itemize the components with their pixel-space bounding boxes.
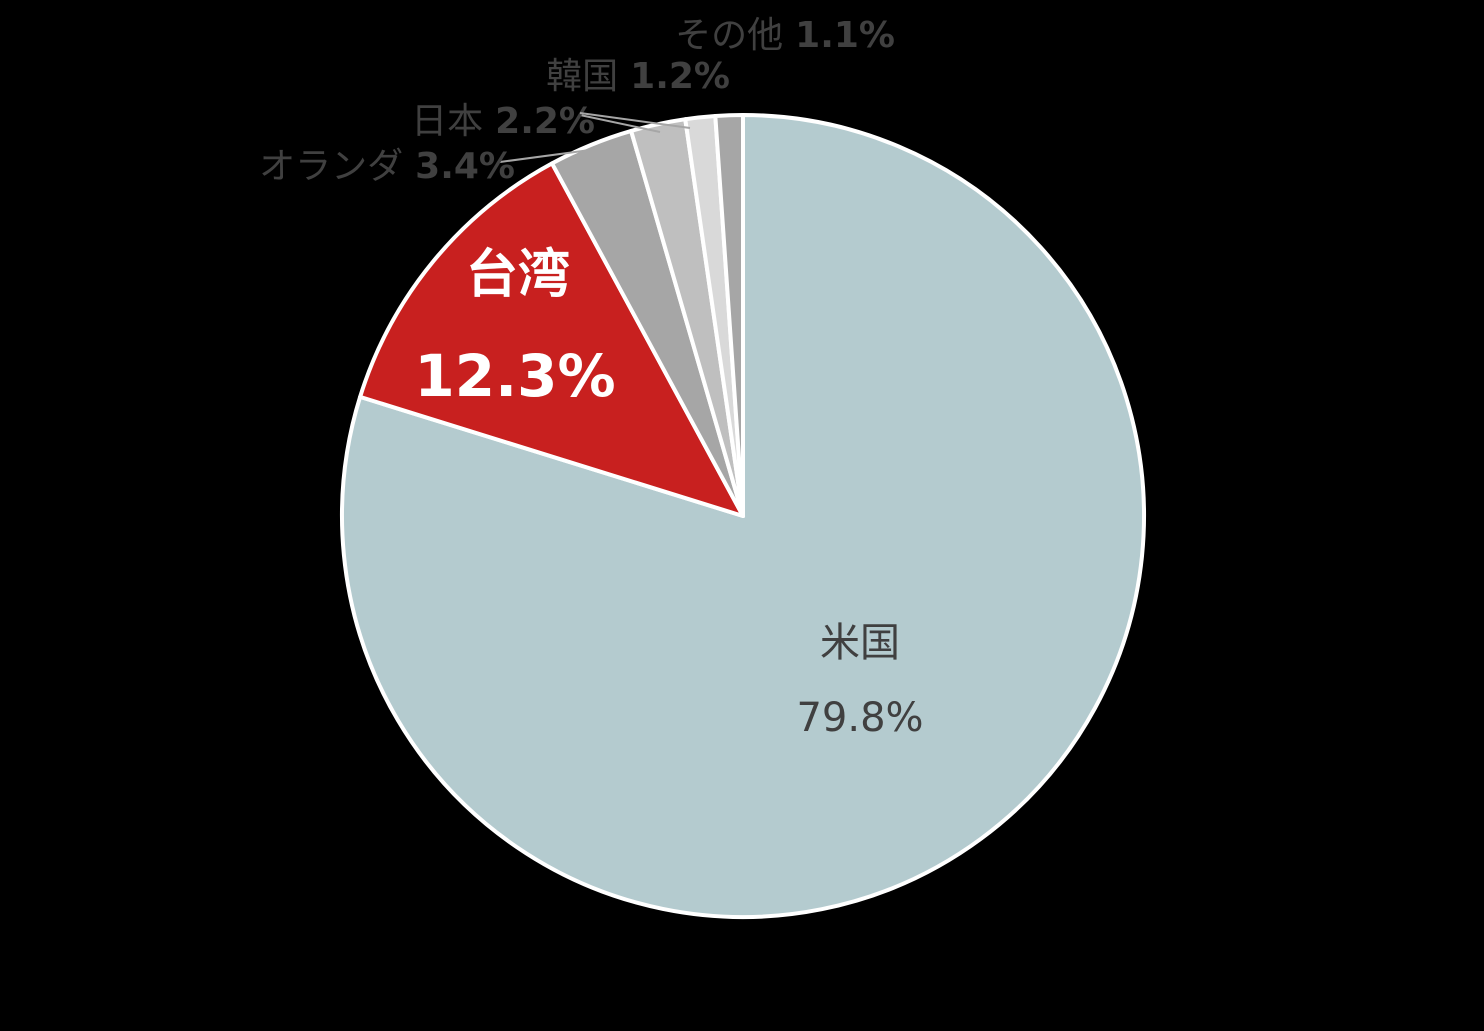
slice-value-label: 79.8% xyxy=(796,695,923,741)
slice-label: オランダ 3.4% xyxy=(259,146,515,187)
slice-value-label: 2.2% xyxy=(495,101,595,142)
slice-value-label: 1.1% xyxy=(795,15,895,56)
slice-name: その他 xyxy=(675,15,783,56)
slice-label: 米国 xyxy=(820,620,900,666)
slice-name: オランダ xyxy=(259,146,403,187)
pie-slice xyxy=(713,113,745,518)
slice-name: 韓国 xyxy=(546,56,618,97)
leader-line xyxy=(499,149,591,163)
slice-label: 日本 2.2% xyxy=(411,101,595,142)
slice-label: 韓国 1.2% xyxy=(546,56,730,97)
slice-label: 台湾 xyxy=(466,245,570,305)
leader-line xyxy=(579,114,661,133)
slice-value-label: 12.3% xyxy=(414,342,615,410)
slice-value-label: 3.4% xyxy=(415,146,515,187)
slice-value-label: 1.2% xyxy=(630,56,730,97)
pie-slice xyxy=(358,161,745,518)
leader-line xyxy=(579,112,691,129)
slice-label: その他 1.1% xyxy=(675,15,895,56)
slice-name: 日本 xyxy=(411,101,483,142)
